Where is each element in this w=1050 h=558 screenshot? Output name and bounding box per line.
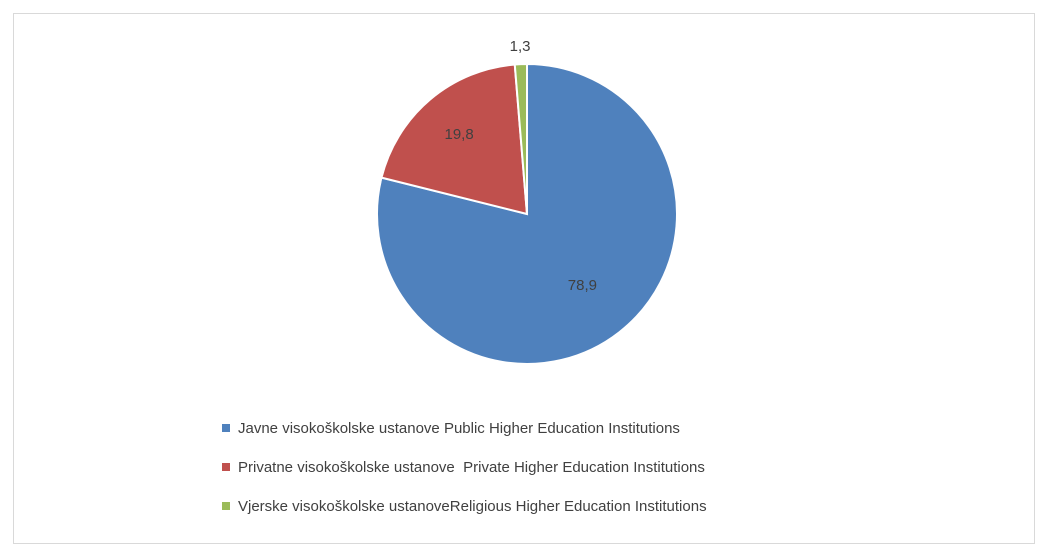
legend-item-private: Privatne visokoškolske ustanove Private … — [222, 457, 707, 477]
legend-label-public: Javne visokoškolske ustanove Public High… — [238, 419, 680, 437]
pie-slices — [376, 62, 678, 365]
pie-data-labels: 78,9 19,8 1,3 — [444, 38, 597, 294]
data-label-public: 78,9 — [568, 277, 597, 294]
legend-swatch-private — [222, 463, 230, 471]
pie-slice-private — [380, 63, 529, 216]
pie-slice-religious — [513, 62, 528, 215]
data-label-religious: 1,3 — [510, 38, 531, 55]
legend-label-private: Privatne visokoškolske ustanove Private … — [238, 458, 705, 476]
legend-item-religious: Vjerske visokoškolske ustanoveReligious … — [222, 496, 707, 516]
legend-label-religious: Vjerske visokoškolske ustanoveReligious … — [238, 497, 707, 515]
data-label-private: 19,8 — [444, 126, 473, 143]
legend-item-public: Javne visokoškolske ustanove Public High… — [222, 418, 707, 438]
legend: Javne visokoškolske ustanove Public High… — [222, 418, 707, 535]
legend-swatch-religious — [222, 502, 230, 510]
legend-swatch-public — [222, 424, 230, 432]
